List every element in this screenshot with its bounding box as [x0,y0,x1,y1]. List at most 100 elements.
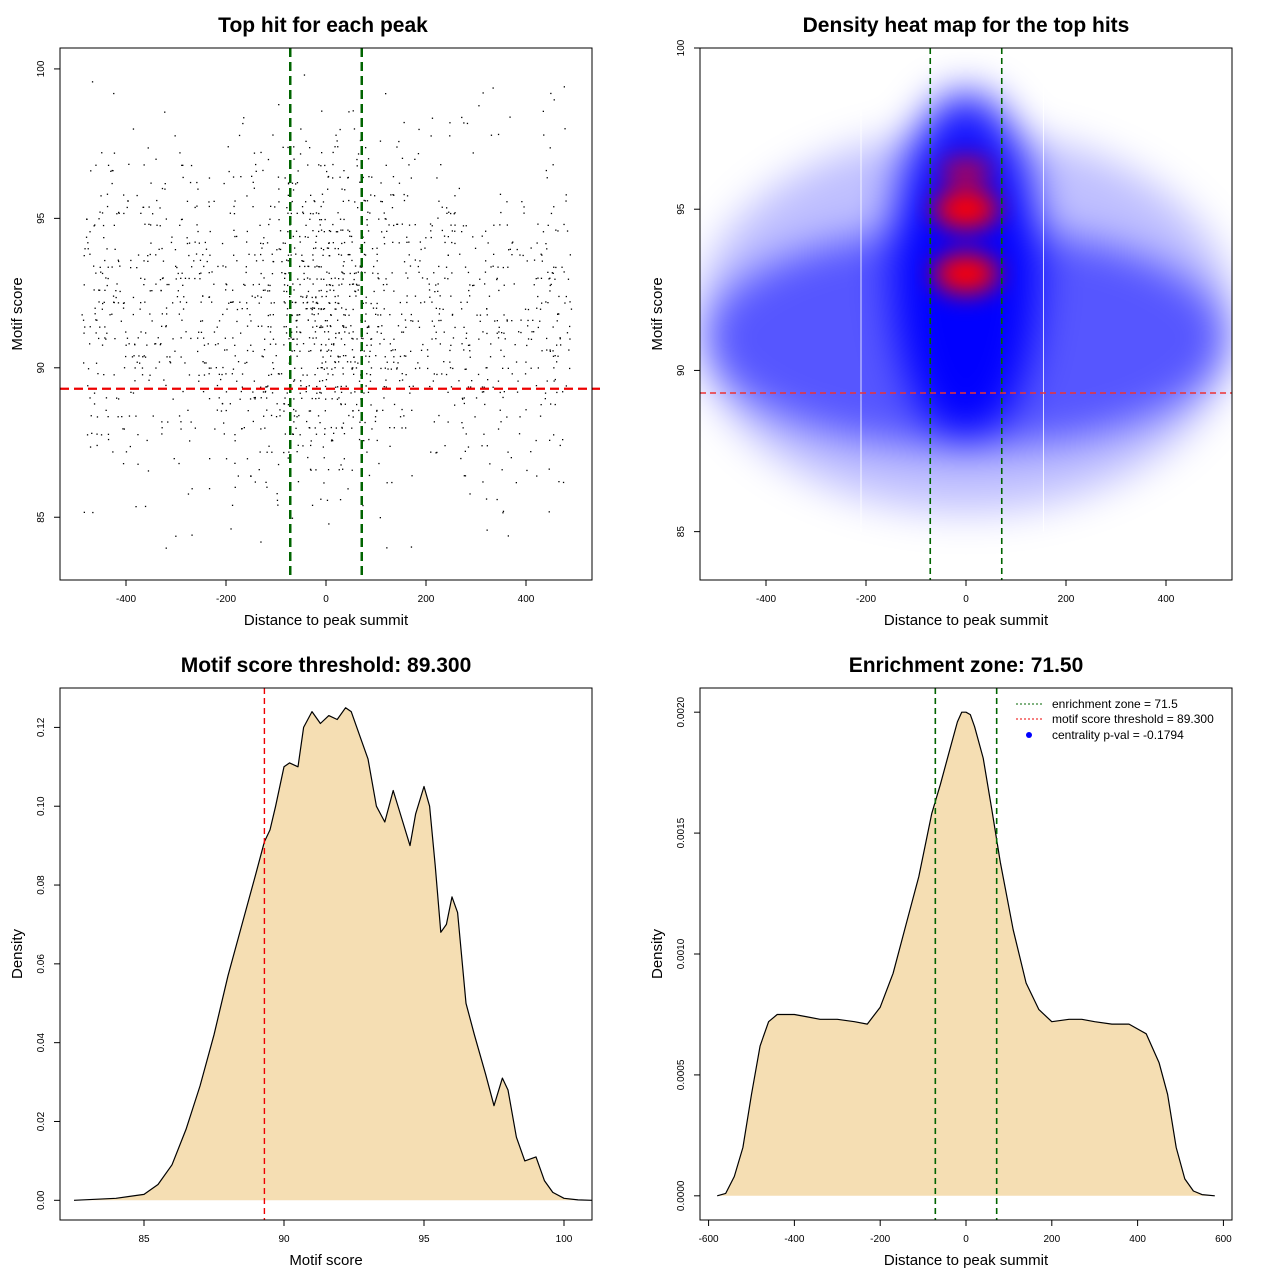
scatter-point [228,170,230,173]
scatter-point [172,398,174,400]
scatter-point [323,368,325,370]
scatter-point [239,398,241,400]
scatter-point [405,355,407,357]
scatter-point [106,332,108,334]
scatter-point [352,308,354,311]
scatter-point [262,356,264,358]
scatter-point [92,511,94,514]
scatter-point [200,301,202,303]
scatter-point [134,344,136,346]
x-tick-label: 0 [963,1234,969,1245]
scatter-point [441,373,443,375]
scatter-point [406,295,408,297]
scatter-point [336,140,338,142]
scatter-point [272,338,275,340]
scatter-point [383,397,385,399]
scatter-point [262,243,264,245]
scatter-point [367,211,369,213]
scatter-point [276,403,278,405]
scatter-point [327,331,330,333]
scatter-point [313,200,315,202]
scatter-point [437,290,439,292]
scatter-point [438,200,440,202]
scatter-point [447,254,449,256]
scatter-point [429,223,432,225]
scatter-point [104,289,106,291]
scatter-point [126,337,129,339]
scatter-point [96,433,98,435]
scatter-point [103,301,105,303]
scatter-point [540,277,543,279]
scatter-point [435,452,437,454]
scatter-point [208,177,211,179]
scatter-point [319,326,321,329]
scatter-point [337,146,339,148]
scatter-point [408,224,411,226]
scatter-point [267,314,269,317]
scatter-point [229,403,231,405]
scatter-point [260,296,262,298]
scatter-point [343,314,345,316]
scatter-point [341,307,343,309]
scatter-point [180,277,182,279]
scatter-point [110,170,112,172]
scatter-point [213,200,215,202]
scatter-point [511,320,513,322]
scatter-point [252,181,254,183]
scatter-point [196,205,198,207]
x-tick-label: 100 [556,1234,573,1245]
scatter-point [270,302,272,304]
scatter-point [417,265,419,268]
scatter-point [322,249,325,251]
scatter-point [276,493,278,495]
scatter-point [331,398,333,400]
scatter-point [525,361,527,363]
scatter-point [546,177,548,179]
scatter-point [311,397,313,400]
scatter-point [312,301,314,303]
scatter-point [546,349,548,351]
scatter-point [264,338,266,340]
x-tick-label: 600 [1215,1234,1232,1245]
scatter-point [330,277,333,280]
scatter-point [472,152,474,154]
scatter-point [146,439,148,442]
scatter-point [445,373,448,376]
scatter-point [190,337,192,340]
y-tick-label: 100 [676,39,687,56]
scatter-point [398,140,400,143]
scatter-point [302,260,304,262]
scatter-point [320,205,322,208]
scatter-point [332,374,334,376]
scatter-point [301,254,303,256]
scatter-point [363,350,365,352]
scatter-point [98,337,100,340]
scatter-point [288,272,290,274]
scatter-point [454,230,456,232]
scatter-point [283,410,285,412]
x-tick-label: 85 [138,1234,150,1245]
scatter-point [208,205,210,208]
scatter-point [535,278,537,280]
scatter-point [359,247,361,249]
scatter-point [266,242,269,244]
scatter-point [550,92,552,95]
scatter-point [552,350,554,352]
scatter-point [343,273,345,275]
scatter-point [470,386,472,388]
scatter-point [438,313,440,315]
scatter-point [515,482,517,484]
scatter-point [295,183,297,185]
scatter-point [325,344,327,346]
scatter-point [287,404,290,406]
scatter-point [553,434,555,436]
scatter-point [324,331,326,333]
scatter-point [210,367,212,369]
scatter-point [232,337,234,339]
scatter-point [399,355,402,358]
scatter-point [243,117,245,119]
scatter-point [286,207,288,209]
scatter-point [451,313,454,316]
scatter-point [317,367,319,369]
scatter-point [246,230,248,233]
